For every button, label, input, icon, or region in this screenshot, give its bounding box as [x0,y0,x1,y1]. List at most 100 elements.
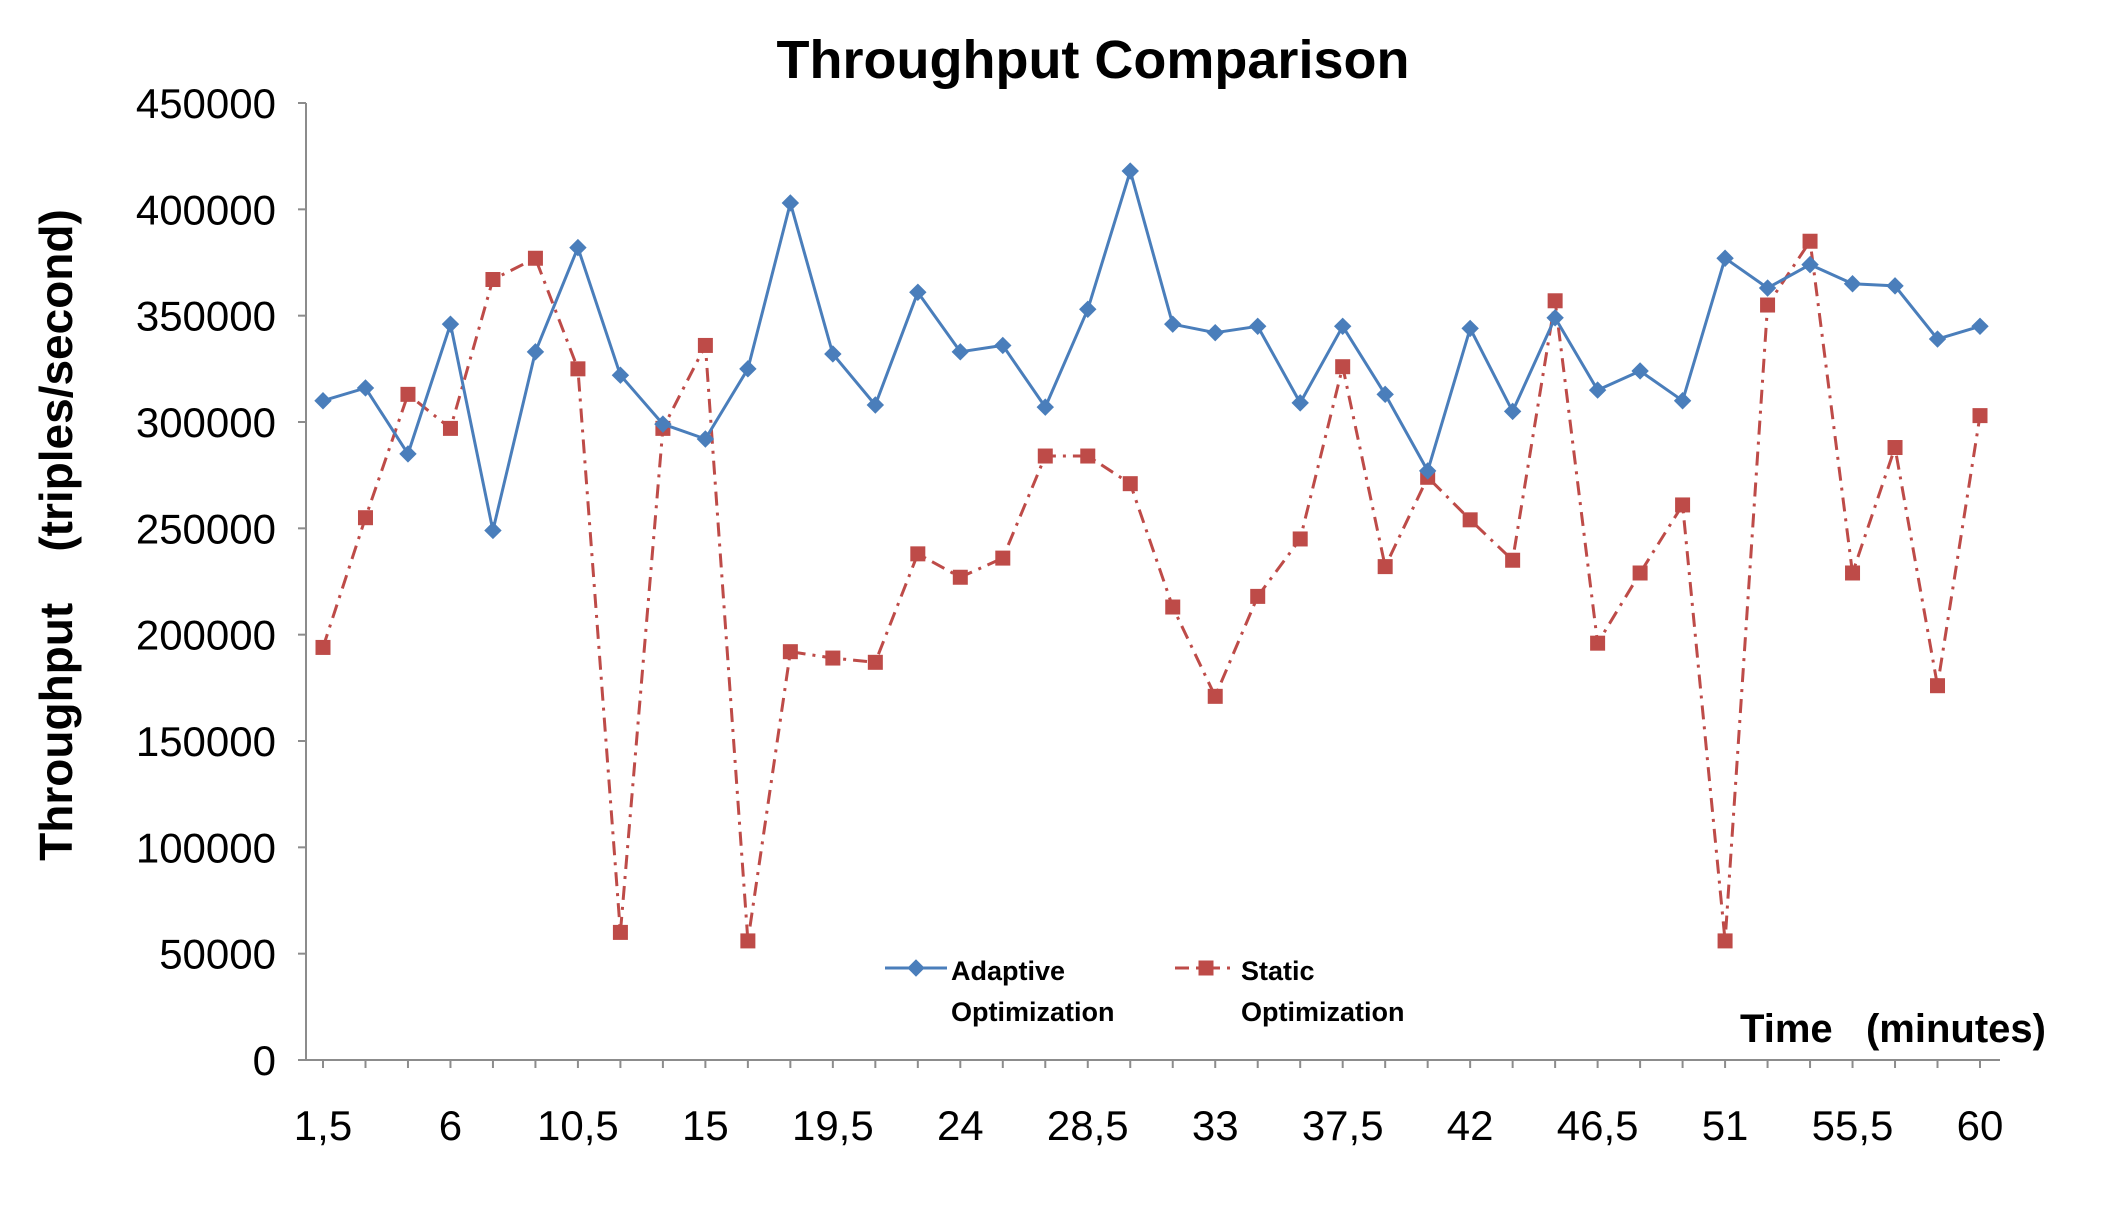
data-point [1377,559,1393,575]
data-point [1716,249,1734,267]
y-tick-label: 100000 [136,824,276,871]
data-point [1928,330,1947,348]
legend-entry: Adaptive Optimization [885,956,1115,1027]
data-point [442,420,458,436]
data-point [1079,300,1097,318]
data-point [1249,317,1267,336]
data-point [995,550,1011,566]
data-point [611,366,630,384]
data-point [1547,293,1563,309]
data-point [1206,323,1224,342]
data-point [1505,552,1521,568]
legend-label: Adaptive [951,956,1065,986]
data-point [1037,448,1053,464]
data-point [910,546,926,562]
legend: Adaptive Optimization Static Optimization [885,956,1405,1027]
legend-label: Optimization [1241,997,1405,1027]
data-point [781,194,800,212]
y-tick-label: 450000 [136,80,276,127]
data-point [1802,233,1818,249]
data-point [866,396,885,414]
data-point [696,430,715,448]
data-point [1418,462,1437,480]
x-axis-title: Time (minutes) [1740,1007,2046,1051]
x-tick-label: 37,5 [1302,1102,1384,1149]
y-tick-label: 50000 [159,931,276,978]
data-point [740,933,756,949]
y-tick-label: 150000 [136,718,276,765]
data-point [1673,392,1692,410]
data-point [1207,688,1223,704]
data-point [1972,408,1988,424]
legend-entry: Static Optimization [1175,956,1405,1027]
x-tick-label: 60 [1957,1102,2004,1149]
y-tick-label: 350000 [136,293,276,340]
data-point [1930,678,1946,694]
data-point [526,343,545,361]
x-tick-label: 1,5 [294,1102,352,1149]
x-tick-label: 51 [1702,1102,1749,1149]
data-point [1462,512,1478,528]
data-point [1675,497,1691,513]
data-point [570,361,586,377]
data-point [315,639,331,655]
data-point [994,336,1012,355]
legend-label: Optimization [951,997,1115,1027]
data-point [1758,279,1777,297]
data-point [1631,362,1649,380]
data-point [356,379,375,397]
legend-swatch-marker [907,959,925,977]
y-tick-label: 300000 [136,399,276,446]
data-point [1845,565,1861,581]
data-point [1335,359,1351,375]
series-line [322,169,1981,532]
data-point [314,392,332,410]
data-point [1250,588,1266,604]
data-point [1165,599,1181,615]
x-tick-label: 6 [439,1102,462,1149]
y-tick-label: 200000 [136,612,276,659]
data-point [1333,317,1352,336]
data-point [1760,297,1776,313]
data-point [1887,440,1903,456]
data-point [1886,277,1904,295]
data-point [1632,565,1648,581]
data-point [485,272,501,288]
x-tick-label: 19,5 [792,1102,874,1149]
x-tick-label: 42 [1447,1102,1494,1149]
x-tick-label: 28,5 [1047,1102,1129,1149]
data-point [1588,381,1607,399]
x-tick-label: 55,5 [1812,1102,1894,1149]
data-point [399,445,417,463]
legend-swatch-marker [1198,960,1214,976]
data-point [569,238,587,257]
data-point [909,283,927,301]
data-point [697,337,713,353]
data-point [952,569,968,585]
data-point [1590,635,1606,651]
x-axis: 1,5 6 10,5 15 19,5 24 28,5 33 37,5 42 46,5 51 55,5 60 [294,1059,2004,1149]
data-point [484,521,502,540]
data-point [1292,531,1308,547]
data-point [1461,319,1479,338]
data-point [441,315,460,333]
y-tick-label: 0 [253,1037,276,1084]
data-point [951,343,970,361]
data-point [739,360,757,378]
data-point [1503,402,1522,421]
x-tick-label: 46,5 [1557,1102,1639,1149]
data-point [1122,476,1138,492]
data-point [1376,385,1394,404]
data-point [527,250,543,266]
y-axis-title: Throughput (triples/second) [30,209,82,861]
chart-title: Throughput Comparison [777,30,1410,90]
data-point [1291,394,1309,412]
data-point [1801,255,1819,274]
y-tick-label: 250000 [136,505,276,552]
data-point [824,345,842,363]
series-line [321,239,1982,943]
x-tick-label: 24 [937,1102,984,1149]
y-tick-label: 400000 [136,186,276,233]
